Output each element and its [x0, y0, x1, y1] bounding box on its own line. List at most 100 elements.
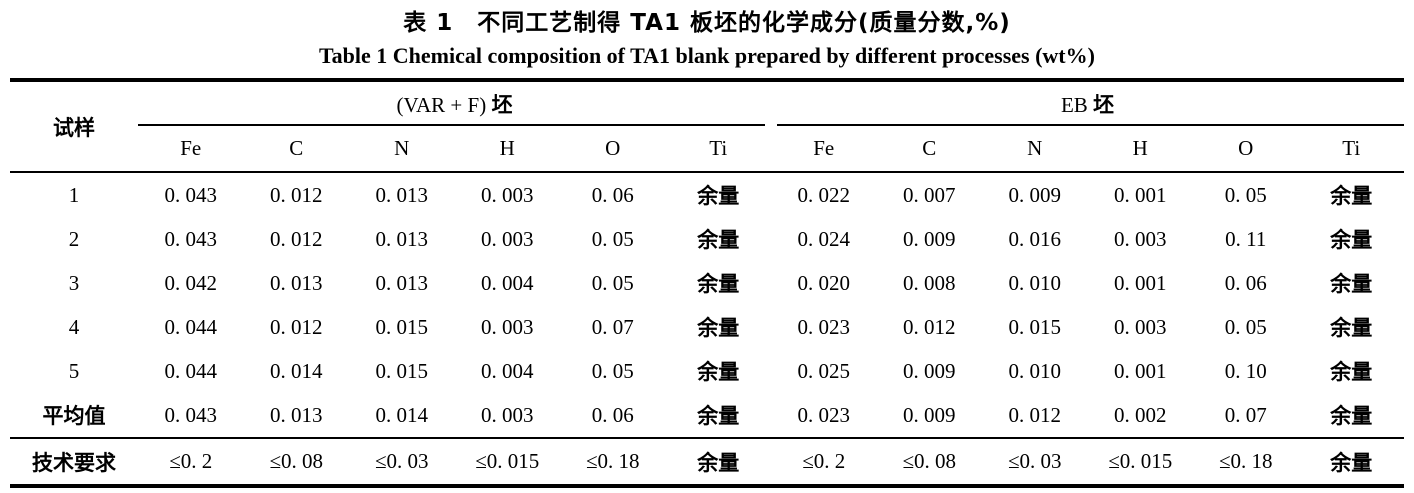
sample-id: 1	[68, 182, 80, 207]
limit-cell: ≤0. 18	[1193, 437, 1299, 486]
value-cell: 0. 043	[164, 182, 218, 207]
value-cell: 0. 06	[1224, 270, 1267, 295]
value-cell: 0. 010	[1008, 358, 1062, 383]
col-header-varf-fe: Fe	[138, 126, 244, 173]
value-cell: 0. 001	[1114, 358, 1167, 383]
balance-cell: 余量	[1330, 360, 1373, 384]
group-header-eb: EB 坯	[771, 80, 1404, 126]
value-cell: 0. 012	[270, 226, 323, 251]
average-row-label: 平均值	[42, 404, 106, 428]
value-cell: 0. 003	[481, 402, 534, 427]
col-header-varf-o: O	[560, 126, 666, 173]
sample-column-header: 试样	[10, 80, 138, 173]
col-header-varf-c: C	[243, 126, 349, 173]
value-cell: 0. 044	[164, 314, 218, 339]
value-cell: 0. 002	[1114, 402, 1167, 427]
value-cell: 0. 07	[1224, 402, 1267, 427]
sample-id: 5	[68, 358, 80, 383]
value-cell: 0. 043	[164, 226, 218, 251]
value-cell: 0. 003	[1114, 314, 1167, 339]
balance-cell: 余量	[1330, 228, 1373, 252]
balance-cell: 余量	[665, 437, 771, 486]
balance-cell: 余量	[1298, 437, 1404, 486]
balance-cell: 余量	[1330, 316, 1373, 340]
sample-id: 2	[68, 226, 80, 251]
value-cell: 0. 013	[375, 182, 429, 207]
value-cell: 0. 009	[903, 402, 956, 427]
col-header-eb-ti: Ti	[1298, 126, 1404, 173]
limit-cell: ≤0. 18	[560, 437, 666, 486]
value-cell: 0. 05	[591, 270, 634, 295]
balance-cell: 余量	[697, 360, 740, 384]
limit-cell: ≤0. 015	[1087, 437, 1193, 486]
group-eb-cjk: 坯	[1093, 93, 1115, 117]
col-header-eb-h: H	[1087, 126, 1193, 173]
value-cell: 0. 023	[797, 402, 851, 427]
value-cell: 0. 042	[164, 270, 218, 295]
table-row-sample-4: 4 0. 044 0. 012 0. 015 0. 003 0. 07 余量 0…	[10, 305, 1404, 349]
group-eb-latin: EB	[1060, 93, 1088, 117]
value-cell: 0. 10	[1224, 358, 1267, 383]
value-cell: 0. 003	[481, 182, 534, 207]
value-cell: 0. 044	[164, 358, 218, 383]
element-header-row: Fe C N H O Ti Fe C N H O Ti	[10, 126, 1404, 173]
chemical-composition-table: 试样 (VAR + F) 坯 EB 坯 Fe C N H O Ti Fe C N…	[10, 78, 1404, 488]
group-header-var-f: (VAR + F) 坯	[138, 80, 771, 126]
limit-cell: ≤0. 015	[454, 437, 560, 486]
value-cell: 0. 012	[903, 314, 956, 339]
col-header-varf-h: H	[454, 126, 560, 173]
col-header-varf-n: N	[349, 126, 455, 173]
table-row-sample-5: 5 0. 044 0. 014 0. 015 0. 004 0. 05 余量 0…	[10, 349, 1404, 393]
value-cell: 0. 024	[797, 226, 851, 251]
value-cell: 0. 007	[903, 182, 956, 207]
balance-cell: 余量	[1330, 404, 1373, 428]
col-header-varf-ti: Ti	[665, 126, 771, 173]
value-cell: 0. 003	[481, 314, 534, 339]
value-cell: 0. 015	[375, 314, 429, 339]
value-cell: 0. 013	[270, 270, 323, 295]
value-cell: 0. 010	[1008, 270, 1062, 295]
value-cell: 0. 020	[797, 270, 851, 295]
value-cell: 0. 004	[481, 358, 534, 383]
limit-cell: ≤0. 08	[876, 437, 982, 486]
limit-cell: ≤0. 03	[982, 437, 1088, 486]
limit-cell: ≤0. 03	[349, 437, 455, 486]
balance-cell: 余量	[697, 228, 740, 252]
value-cell: 0. 004	[481, 270, 534, 295]
sample-id: 4	[68, 314, 80, 339]
value-cell: 0. 001	[1114, 270, 1167, 295]
technical-requirement-label: 技术要求	[10, 437, 138, 486]
value-cell: 0. 012	[1008, 402, 1062, 427]
table-row-sample-2: 2 0. 043 0. 012 0. 013 0. 003 0. 05 余量 0…	[10, 217, 1404, 261]
table-row-sample-1: 1 0. 043 0. 012 0. 013 0. 003 0. 06 余量 0…	[10, 172, 1404, 217]
value-cell: 0. 023	[797, 314, 851, 339]
value-cell: 0. 009	[903, 226, 956, 251]
value-cell: 0. 05	[591, 226, 634, 251]
group-var-f-cjk: 坯	[491, 93, 513, 117]
limit-cell: ≤0. 2	[771, 437, 877, 486]
value-cell: 0. 009	[903, 358, 956, 383]
value-cell: 0. 05	[591, 358, 634, 383]
value-cell: 0. 012	[270, 182, 323, 207]
value-cell: 0. 014	[375, 402, 429, 427]
limit-cell: ≤0. 08	[243, 437, 349, 486]
col-header-eb-n: N	[982, 126, 1088, 173]
value-cell: 0. 009	[1008, 182, 1062, 207]
balance-cell: 余量	[1330, 272, 1373, 296]
value-cell: 0. 003	[481, 226, 534, 251]
group-var-f-latin: (VAR + F)	[396, 93, 487, 117]
value-cell: 0. 07	[591, 314, 634, 339]
sample-id: 3	[68, 270, 80, 295]
value-cell: 0. 013	[375, 226, 429, 251]
value-cell: 0. 013	[270, 402, 323, 427]
balance-cell: 余量	[697, 316, 740, 340]
table-row-average: 平均值 0. 043 0. 013 0. 014 0. 003 0. 06 余量…	[10, 393, 1404, 438]
limit-cell: ≤0. 2	[138, 437, 244, 486]
table-caption: 表 1 不同工艺制得 TA1 板坯的化学成分(质量分数,%) Table 1 C…	[0, 0, 1414, 70]
col-header-eb-o: O	[1193, 126, 1299, 173]
value-cell: 0. 013	[375, 270, 429, 295]
table-title-zh: 表 1 不同工艺制得 TA1 板坯的化学成分(质量分数,%)	[403, 10, 1011, 36]
value-cell: 0. 06	[591, 402, 634, 427]
value-cell: 0. 015	[375, 358, 429, 383]
